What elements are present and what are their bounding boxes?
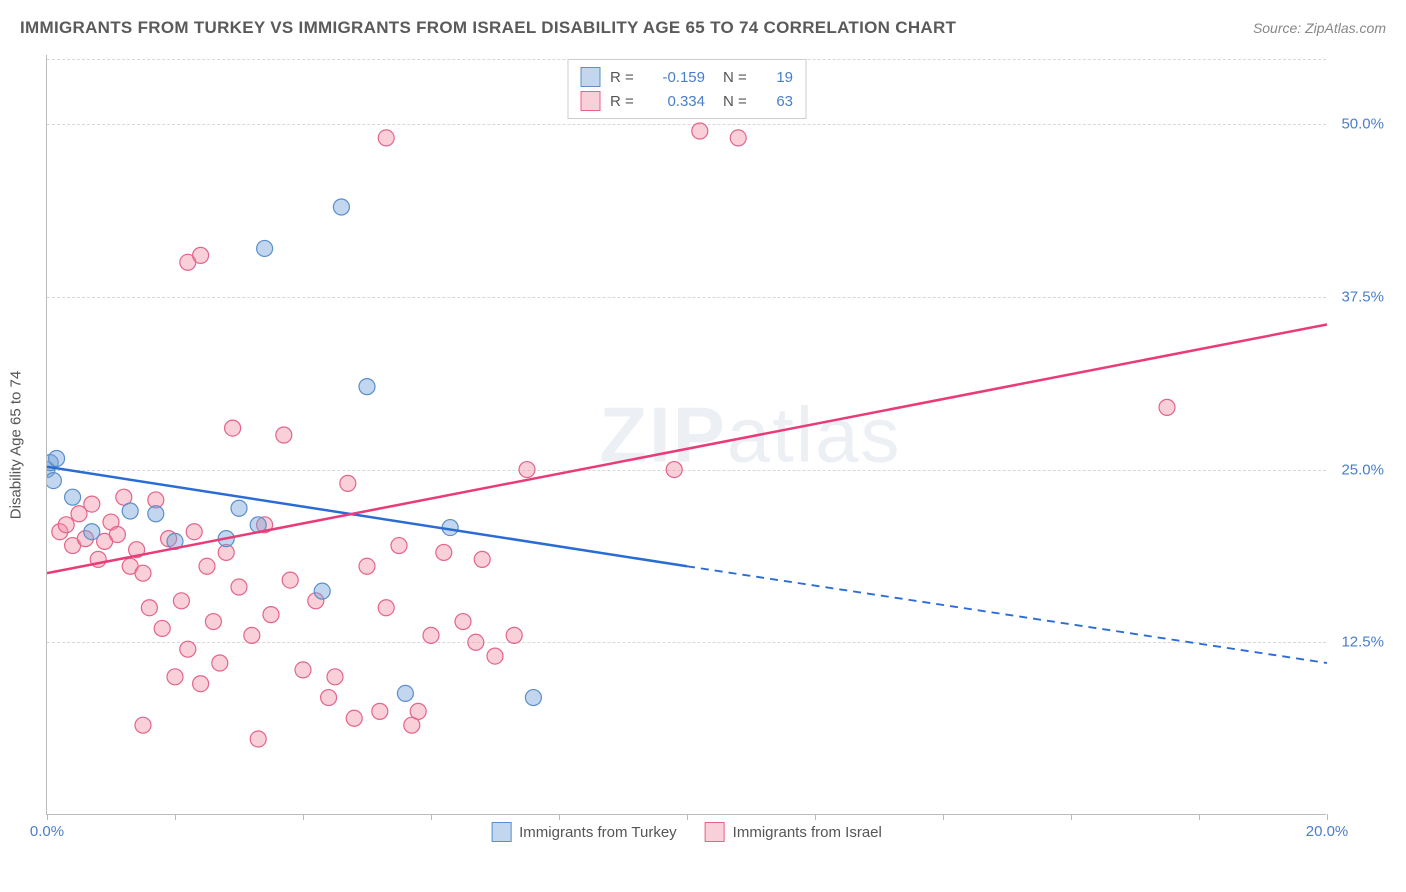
- data-point: [109, 526, 125, 542]
- data-point: [186, 524, 202, 540]
- y-tick-label: 25.0%: [1341, 461, 1384, 478]
- data-point: [193, 247, 209, 263]
- swatch-israel: [580, 91, 600, 111]
- data-point: [487, 648, 503, 664]
- data-point: [231, 579, 247, 595]
- data-point: [372, 703, 388, 719]
- data-point: [244, 627, 260, 643]
- data-point: [167, 669, 183, 685]
- data-point: [225, 420, 241, 436]
- chart-container: Disability Age 65 to 74 ZIPatlas 12.5%25…: [46, 55, 1386, 835]
- data-point: [135, 717, 151, 733]
- y-tick-label: 37.5%: [1341, 288, 1384, 305]
- source-attribution: Source: ZipAtlas.com: [1253, 20, 1386, 36]
- data-point: [525, 690, 541, 706]
- n-value-turkey: 19: [763, 69, 793, 86]
- r-value-israel: 0.334: [650, 93, 705, 110]
- legend-row-turkey: R = -0.159 N = 19: [580, 65, 793, 89]
- data-point: [212, 655, 228, 671]
- data-point: [423, 627, 439, 643]
- data-point: [346, 710, 362, 726]
- data-point: [250, 731, 266, 747]
- data-point: [333, 199, 349, 215]
- series-legend: Immigrants from Turkey Immigrants from I…: [491, 822, 882, 842]
- data-point: [282, 572, 298, 588]
- trend-line: [47, 324, 1327, 573]
- data-point: [327, 669, 343, 685]
- data-point: [397, 685, 413, 701]
- data-point: [378, 130, 394, 146]
- scatter-plot-svg: [47, 55, 1327, 815]
- data-point: [148, 506, 164, 522]
- data-point: [378, 600, 394, 616]
- y-tick-label: 12.5%: [1341, 634, 1384, 651]
- data-point: [692, 123, 708, 139]
- data-point: [199, 558, 215, 574]
- data-point: [666, 462, 682, 478]
- data-point: [436, 544, 452, 560]
- data-point: [314, 583, 330, 599]
- x-tick-label: 0.0%: [30, 823, 64, 840]
- data-point: [47, 473, 61, 489]
- data-point: [468, 634, 484, 650]
- data-point: [193, 676, 209, 692]
- data-point: [321, 690, 337, 706]
- data-point: [410, 703, 426, 719]
- trend-line-extrapolated: [687, 566, 1327, 663]
- data-point: [295, 662, 311, 678]
- data-point: [173, 593, 189, 609]
- data-point: [519, 462, 535, 478]
- correlation-legend: R = -0.159 N = 19 R = 0.334 N = 63: [567, 59, 806, 119]
- chart-title: IMMIGRANTS FROM TURKEY VS IMMIGRANTS FRO…: [20, 18, 956, 38]
- n-value-israel: 63: [763, 93, 793, 110]
- series-name-turkey: Immigrants from Turkey: [519, 824, 677, 841]
- series-name-israel: Immigrants from Israel: [733, 824, 882, 841]
- data-point: [231, 500, 247, 516]
- legend-row-israel: R = 0.334 N = 63: [580, 89, 793, 113]
- x-tick-label: 20.0%: [1306, 823, 1349, 840]
- data-point: [58, 517, 74, 533]
- data-point: [141, 600, 157, 616]
- swatch-israel-bottom: [705, 822, 725, 842]
- data-point: [263, 607, 279, 623]
- data-point: [455, 614, 471, 630]
- r-value-turkey: -0.159: [650, 69, 705, 86]
- legend-item-israel: Immigrants from Israel: [705, 822, 882, 842]
- data-point: [122, 503, 138, 519]
- data-point: [154, 620, 170, 636]
- data-point: [135, 565, 151, 581]
- chart-header: IMMIGRANTS FROM TURKEY VS IMMIGRANTS FRO…: [20, 18, 1386, 38]
- x-tick: [1327, 814, 1328, 820]
- data-point: [1159, 399, 1175, 415]
- y-tick-label: 50.0%: [1341, 116, 1384, 133]
- data-point: [257, 240, 273, 256]
- legend-item-turkey: Immigrants from Turkey: [491, 822, 677, 842]
- data-point: [205, 614, 221, 630]
- data-point: [84, 496, 100, 512]
- data-point: [276, 427, 292, 443]
- data-point: [340, 475, 356, 491]
- swatch-turkey: [580, 67, 600, 87]
- data-point: [359, 379, 375, 395]
- data-point: [180, 641, 196, 657]
- plot-area: ZIPatlas 12.5%25.0%37.5%50.0% 0.0%20.0% …: [46, 55, 1326, 815]
- y-axis-label: Disability Age 65 to 74: [8, 371, 25, 519]
- data-point: [49, 450, 65, 466]
- data-point: [474, 551, 490, 567]
- data-point: [391, 538, 407, 554]
- swatch-turkey-bottom: [491, 822, 511, 842]
- data-point: [65, 489, 81, 505]
- data-point: [730, 130, 746, 146]
- data-point: [359, 558, 375, 574]
- data-point: [84, 524, 100, 540]
- data-point: [506, 627, 522, 643]
